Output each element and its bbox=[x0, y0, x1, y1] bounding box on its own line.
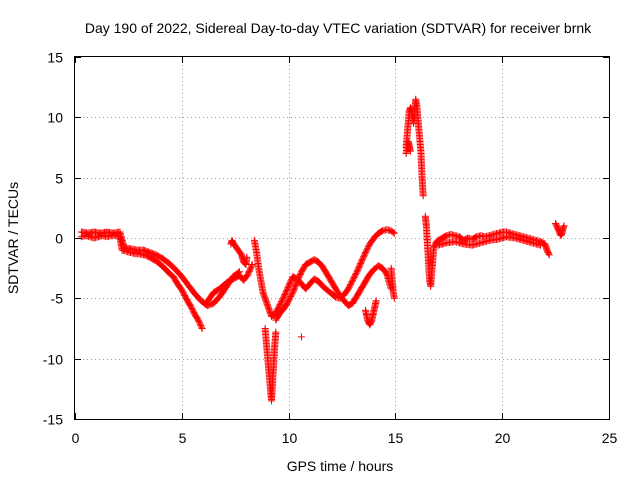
x-axis-label: GPS time / hours bbox=[287, 458, 394, 474]
y-tick-label: -5 bbox=[51, 291, 64, 307]
y-tick-label: 5 bbox=[55, 171, 63, 187]
data-point bbox=[363, 246, 371, 254]
x-tick-label: 15 bbox=[388, 430, 404, 446]
data-point bbox=[278, 298, 285, 306]
data-point bbox=[272, 328, 280, 336]
data-point bbox=[389, 228, 397, 236]
data-point bbox=[364, 244, 372, 252]
y-tick-label: 0 bbox=[55, 231, 63, 247]
y-tick-label: -10 bbox=[43, 352, 63, 368]
data-point bbox=[197, 322, 205, 330]
data-point bbox=[248, 261, 256, 268]
data-point bbox=[406, 147, 414, 155]
x-tick-label: 10 bbox=[282, 430, 298, 446]
y-tick-label: -15 bbox=[43, 412, 63, 428]
points-layer bbox=[77, 95, 568, 405]
x-tick-label: 5 bbox=[179, 430, 187, 446]
x-tick-label: 0 bbox=[72, 430, 80, 446]
data-point bbox=[560, 222, 568, 230]
plot-frame bbox=[74, 56, 610, 420]
data-point bbox=[390, 229, 398, 237]
y-tick-label: 15 bbox=[47, 50, 63, 66]
data-point bbox=[195, 317, 203, 325]
data-point bbox=[372, 297, 380, 305]
y-tick-label: 10 bbox=[47, 110, 63, 126]
data-point bbox=[198, 323, 205, 331]
data-point bbox=[248, 262, 256, 270]
data-point bbox=[419, 192, 427, 200]
data-point bbox=[198, 325, 206, 332]
data-point bbox=[297, 333, 305, 341]
chart-title: Day 190 of 2022, Sidereal Day-to-day VTE… bbox=[85, 20, 592, 36]
y-axis-label: SDTVAR / TECUs bbox=[5, 182, 21, 294]
data-point bbox=[537, 241, 545, 249]
data-point bbox=[347, 281, 354, 288]
data-point bbox=[243, 253, 251, 261]
ticks-layer: 0 5 10 15 20 25 -15 -10 -5 0 5 10 15 bbox=[43, 50, 618, 447]
data-point bbox=[390, 294, 398, 302]
x-tick-label: 25 bbox=[602, 430, 618, 446]
data-point bbox=[277, 299, 285, 307]
data-point bbox=[196, 319, 203, 327]
data-point bbox=[545, 251, 553, 259]
x-tick-label: 20 bbox=[495, 430, 511, 446]
data-point bbox=[346, 282, 354, 290]
data-point bbox=[196, 320, 204, 328]
